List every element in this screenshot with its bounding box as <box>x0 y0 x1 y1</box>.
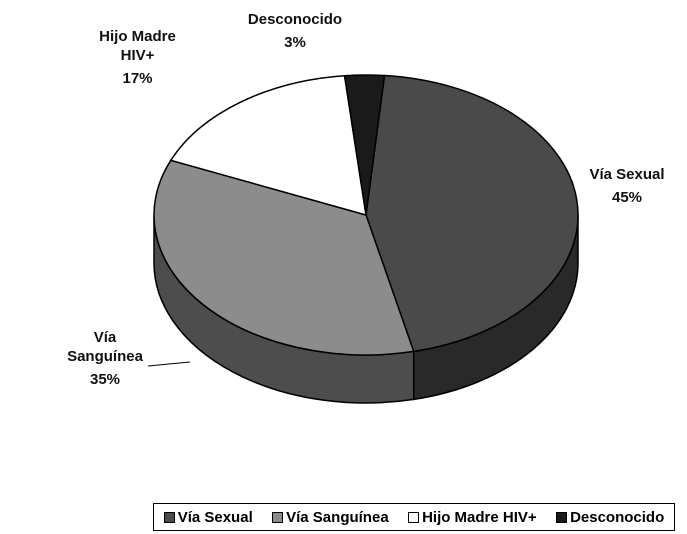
legend-item: Vía Sanguínea <box>272 509 389 526</box>
slice <box>343 74 386 216</box>
slice-label: Vía Sexual <box>589 166 665 183</box>
legend-item: Hijo Madre HIV+ <box>408 509 537 526</box>
slice-label: Hijo Madre HIV+ <box>99 28 176 64</box>
legend-label: Hijo Madre HIV+ <box>422 508 537 526</box>
legend-swatch <box>272 511 284 523</box>
legend-swatch <box>408 511 420 523</box>
legend-label: Desconocido <box>570 508 665 526</box>
legend-swatch <box>556 511 568 523</box>
slice <box>365 74 579 353</box>
legend-item: Vía Sexual <box>163 508 253 526</box>
legend-swatch <box>163 511 175 523</box>
slice-label: Desconocido <box>247 11 343 28</box>
legend-item: Desconocido <box>556 509 664 526</box>
legend: Vía Sexual Vía Sanguínea Hijo Madre HIV+ De… <box>153 503 675 531</box>
legend-label: Vía Sexual <box>177 508 253 526</box>
slice-label: Vía Sanguínea <box>67 329 143 365</box>
slice-value-label: 35% <box>89 371 121 388</box>
leader-line <box>147 361 191 367</box>
slice-value-label: 45% <box>611 189 643 206</box>
slice-value-label: 17% <box>122 70 153 87</box>
slice <box>153 159 415 356</box>
legend-label: Vía Sanguínea <box>286 508 389 526</box>
slice-value-label: 3% <box>284 34 306 51</box>
slice <box>169 74 367 217</box>
